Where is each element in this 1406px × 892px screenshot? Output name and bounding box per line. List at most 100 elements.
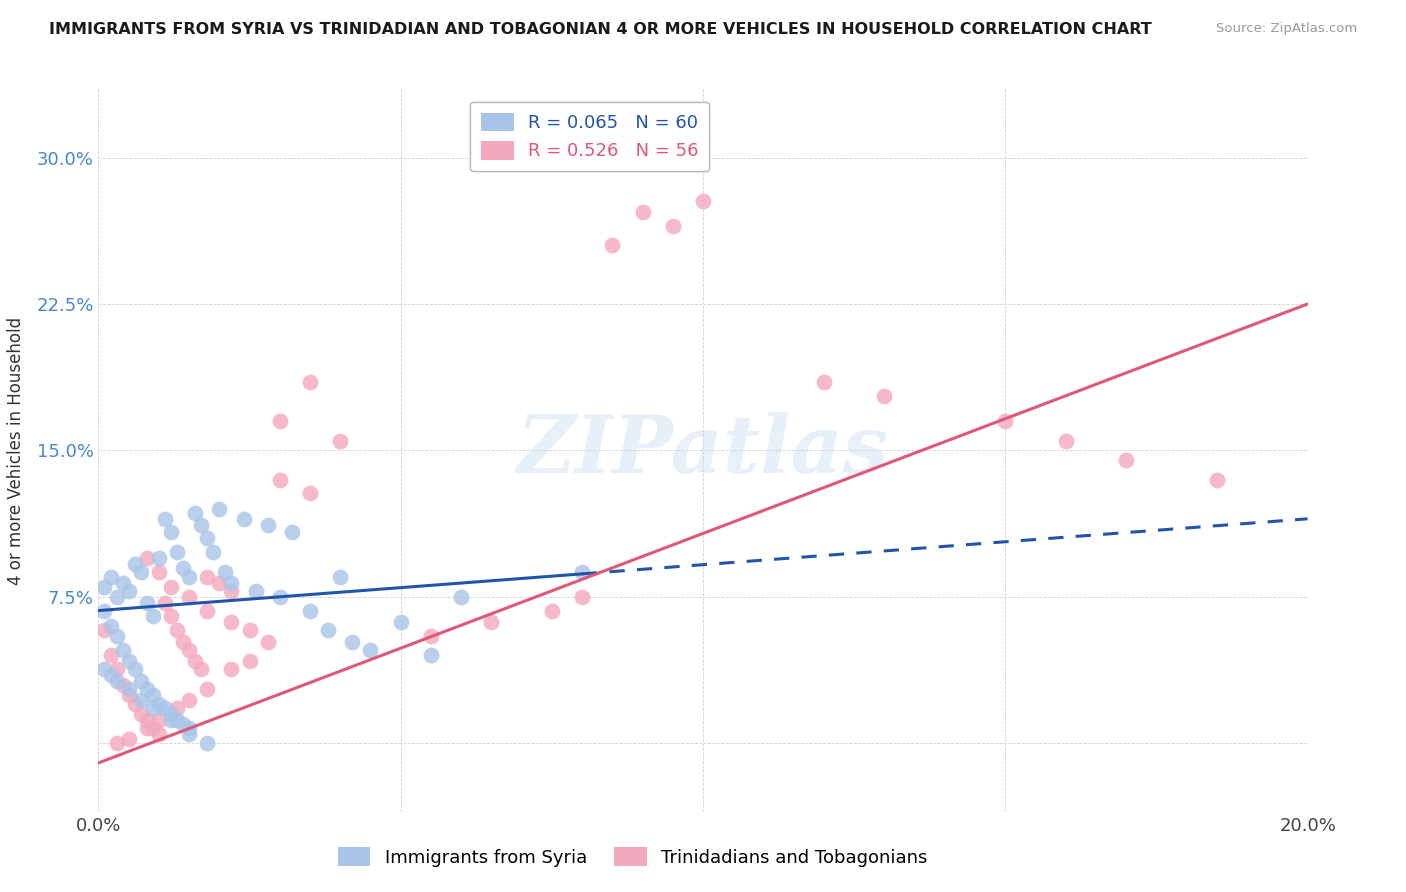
Point — [148, 698, 170, 712]
Point — [239, 654, 262, 668]
Point — [93, 604, 115, 618]
Point — [160, 525, 183, 540]
Point — [118, 681, 141, 696]
Point — [105, 662, 128, 676]
Point — [135, 596, 157, 610]
Point — [105, 629, 128, 643]
Point — [602, 238, 624, 252]
Point — [420, 648, 443, 663]
Point — [142, 701, 165, 715]
Point — [135, 721, 157, 735]
Point — [239, 623, 262, 637]
Point — [208, 502, 231, 516]
Point — [142, 721, 165, 735]
Point — [195, 681, 218, 696]
Point — [172, 716, 194, 731]
Point — [100, 570, 122, 584]
Point — [129, 565, 152, 579]
Point — [142, 609, 165, 624]
Point — [129, 693, 152, 707]
Point — [153, 512, 176, 526]
Point — [166, 545, 188, 559]
Point — [481, 615, 503, 630]
Point — [124, 662, 146, 676]
Point — [813, 375, 835, 389]
Point — [105, 590, 128, 604]
Point — [873, 389, 896, 403]
Point — [105, 673, 128, 688]
Point — [179, 570, 201, 584]
Point — [221, 576, 243, 591]
Point — [93, 580, 115, 594]
Point — [93, 662, 115, 676]
Point — [153, 701, 176, 715]
Point — [631, 205, 654, 219]
Point — [214, 565, 236, 579]
Point — [118, 732, 141, 747]
Point — [93, 623, 115, 637]
Point — [118, 654, 141, 668]
Point — [329, 434, 352, 448]
Point — [148, 713, 170, 727]
Point — [299, 375, 322, 389]
Point — [389, 615, 412, 630]
Point — [269, 414, 291, 428]
Point — [195, 532, 218, 546]
Point — [124, 557, 146, 571]
Point — [994, 414, 1017, 428]
Point — [195, 736, 218, 750]
Point — [540, 604, 562, 618]
Point — [195, 570, 218, 584]
Point — [153, 596, 176, 610]
Point — [571, 590, 593, 604]
Point — [1206, 473, 1229, 487]
Point — [269, 473, 291, 487]
Point — [172, 635, 194, 649]
Legend: Immigrants from Syria, Trinidadians and Tobagonians: Immigrants from Syria, Trinidadians and … — [330, 840, 935, 874]
Y-axis label: 4 or more Vehicles in Household: 4 or more Vehicles in Household — [7, 317, 25, 584]
Point — [190, 517, 212, 532]
Point — [221, 584, 243, 599]
Point — [232, 512, 254, 526]
Point — [179, 693, 201, 707]
Point — [360, 642, 382, 657]
Point — [450, 590, 472, 604]
Point — [148, 565, 170, 579]
Point — [221, 662, 243, 676]
Point — [179, 721, 201, 735]
Point — [111, 576, 134, 591]
Point — [172, 560, 194, 574]
Point — [190, 662, 212, 676]
Point — [208, 576, 231, 591]
Point — [160, 707, 183, 722]
Point — [316, 623, 339, 637]
Point — [1054, 434, 1077, 448]
Point — [299, 604, 322, 618]
Point — [148, 726, 170, 740]
Point — [124, 698, 146, 712]
Point — [118, 688, 141, 702]
Point — [166, 623, 188, 637]
Point — [111, 678, 134, 692]
Point — [129, 673, 152, 688]
Point — [142, 688, 165, 702]
Text: IMMIGRANTS FROM SYRIA VS TRINIDADIAN AND TOBAGONIAN 4 OR MORE VEHICLES IN HOUSEH: IMMIGRANTS FROM SYRIA VS TRINIDADIAN AND… — [49, 22, 1152, 37]
Point — [160, 609, 183, 624]
Point — [118, 584, 141, 599]
Point — [202, 545, 225, 559]
Point — [256, 517, 278, 532]
Point — [269, 590, 291, 604]
Point — [299, 486, 322, 500]
Point — [135, 681, 157, 696]
Point — [111, 642, 134, 657]
Point — [571, 565, 593, 579]
Point — [166, 713, 188, 727]
Point — [179, 590, 201, 604]
Point — [245, 584, 267, 599]
Text: ZIPatlas: ZIPatlas — [517, 412, 889, 489]
Point — [129, 707, 152, 722]
Point — [184, 506, 207, 520]
Point — [281, 525, 304, 540]
Point — [661, 219, 683, 233]
Point — [692, 194, 714, 208]
